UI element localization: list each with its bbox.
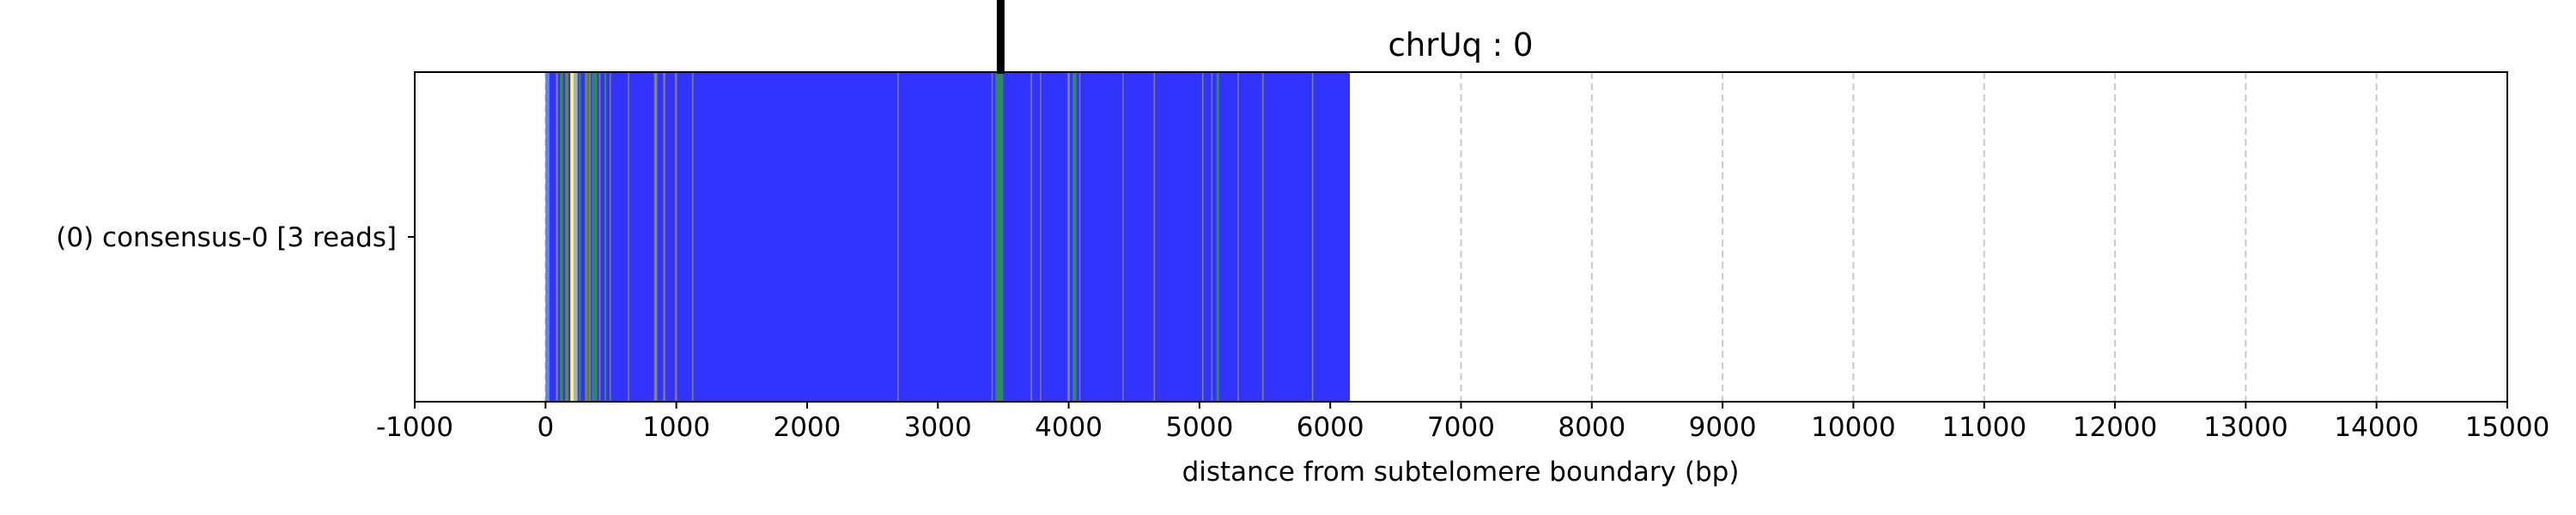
x-tick-label: 3000 <box>904 412 972 443</box>
read-segment <box>1237 73 1239 401</box>
x-tick-label: 4000 <box>1035 412 1103 443</box>
read-segment <box>1122 73 1124 401</box>
read-segment <box>991 73 993 401</box>
x-axis-label: distance from subtelomere boundary (bp) <box>1182 457 1740 488</box>
read-segment <box>545 73 550 401</box>
ticks-layer: -1000 0 1000 2000 3000 4000 5000 6000 7000 8000 90… <box>376 402 2549 443</box>
y-category-label: (0) consensus-0 [3 reads] <box>56 222 397 253</box>
read-segment <box>1216 73 1219 401</box>
x-tick-label: -1000 <box>376 412 453 443</box>
read-segment <box>574 73 578 401</box>
read-segment <box>556 73 558 401</box>
segments-layer <box>545 73 1351 401</box>
read-segment <box>604 73 607 401</box>
read-segment <box>628 73 629 401</box>
x-tick-label: 14000 <box>2334 412 2419 443</box>
x-tick-label: 12000 <box>2073 412 2158 443</box>
read-segment <box>592 73 598 401</box>
read-segment <box>663 73 665 401</box>
x-tick-label: 8000 <box>1558 412 1625 443</box>
read-segment <box>1030 73 1032 401</box>
x-tick-label: 7000 <box>1427 412 1495 443</box>
read-segment <box>897 73 899 401</box>
read-bar <box>545 73 1351 401</box>
read-segment <box>609 73 611 401</box>
x-tick-label: 13000 <box>2203 412 2288 443</box>
x-tick-label: 11000 <box>1941 412 2026 443</box>
x-tick-label: 9000 <box>1689 412 1757 443</box>
x-tick-label: 2000 <box>773 412 841 443</box>
read-segment <box>1311 73 1314 401</box>
read-segment <box>1201 73 1204 401</box>
read-segment <box>585 73 588 401</box>
read-segment <box>1067 73 1071 401</box>
x-tick-label: 1000 <box>642 412 710 443</box>
read-segment <box>691 73 694 401</box>
chart-title: chrUq : 0 <box>1388 27 1533 64</box>
read-segment <box>995 73 1004 401</box>
read-segment <box>565 73 568 401</box>
read-segment <box>588 73 591 401</box>
read-segment <box>570 73 574 401</box>
read-segment <box>1153 73 1156 401</box>
read-segment <box>1211 73 1213 401</box>
read-segment <box>1261 73 1264 401</box>
x-tick-label: 0 <box>537 412 554 443</box>
x-tick-label: 6000 <box>1297 412 1364 443</box>
read-segment <box>579 73 581 401</box>
read-segment <box>598 73 601 401</box>
read-segment <box>560 73 563 401</box>
read-segment <box>1040 73 1042 401</box>
read-segment <box>675 73 677 401</box>
read-segment <box>653 73 658 401</box>
read-segment <box>1072 73 1077 401</box>
x-tick-label: 10000 <box>1811 412 1896 443</box>
x-tick-label: 5000 <box>1165 412 1233 443</box>
read-segment <box>1078 73 1081 401</box>
x-tick-label: 15000 <box>2465 412 2550 443</box>
